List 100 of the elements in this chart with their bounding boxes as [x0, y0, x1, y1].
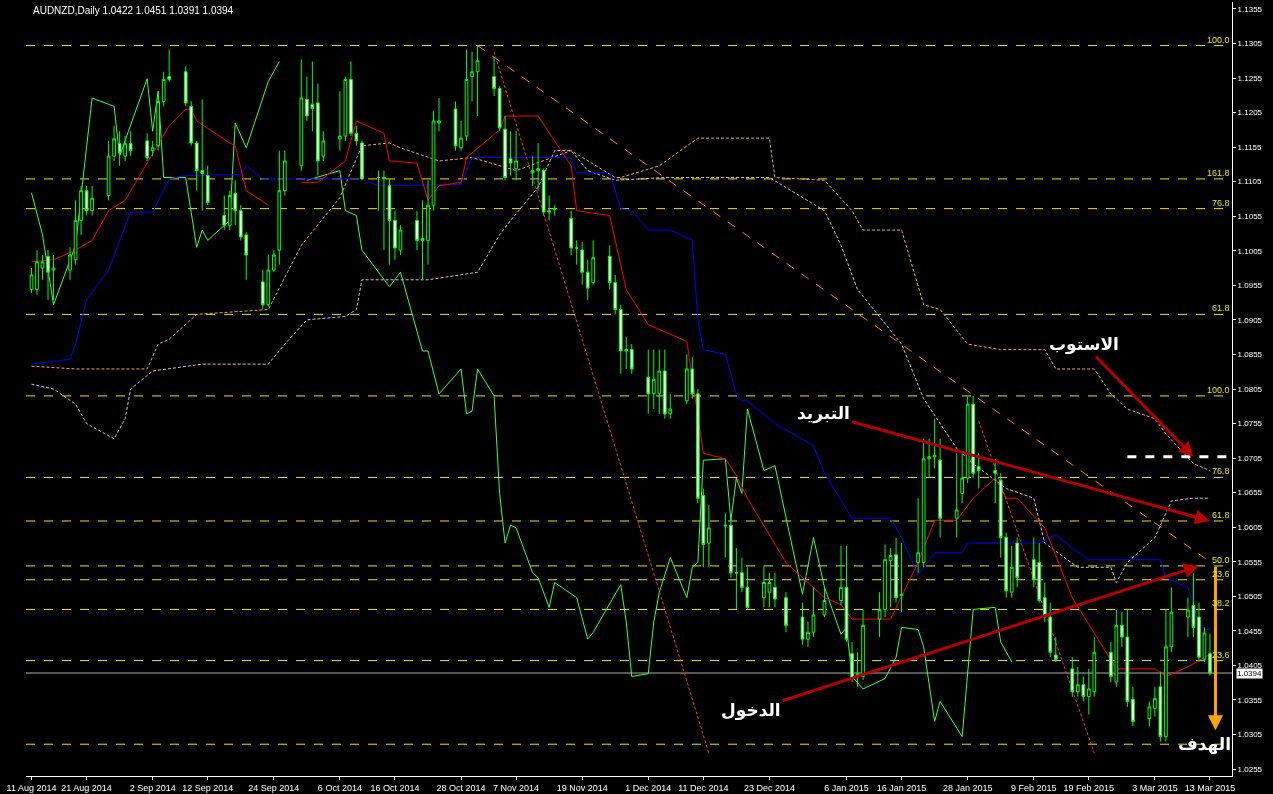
annotation: 50.0	[1212, 555, 1230, 565]
x-tick-label: 24 Sep 2014	[248, 782, 300, 793]
annotation: 100.0	[1207, 385, 1230, 395]
annotation: 61.8	[1212, 303, 1230, 313]
candlestick	[426, 179, 430, 266]
y-tick-label: 1.1005	[1237, 246, 1263, 256]
candlestick	[729, 517, 733, 579]
y-tick-label: 1.0805	[1237, 384, 1263, 394]
annotation: 76.8	[1212, 466, 1230, 476]
y-tick-label: 1.0555	[1237, 557, 1263, 567]
candlestick	[822, 586, 827, 618]
candlestick	[299, 58, 304, 172]
y-tick-label: 1.0305	[1237, 730, 1263, 740]
annotation: الدخول	[721, 700, 781, 721]
y-tick-label: 1.0255	[1237, 764, 1263, 774]
x-tick-label: 12 Sep 2014	[182, 782, 234, 793]
y-tick-label: 1.0755	[1237, 419, 1263, 429]
ref-line-label: 1.0394	[1237, 669, 1263, 678]
candlestick	[189, 101, 194, 147]
x-tick-label: 19 Feb 2015	[1063, 782, 1115, 793]
annotation: التبريد	[797, 403, 850, 424]
x-tick-label: 6 Oct 2014	[317, 782, 362, 793]
candlestick	[960, 452, 965, 504]
candlestick	[387, 178, 392, 266]
y-tick-label: 1.1055	[1237, 212, 1263, 222]
x-tick-label: 7 Nov 2014	[493, 782, 540, 793]
candlestick	[271, 249, 276, 273]
candlestick	[360, 140, 364, 181]
candlestick	[574, 239, 579, 266]
x-tick-label: 16 Oct 2014	[370, 782, 420, 793]
y-tick-label: 1.0605	[1237, 523, 1263, 533]
candlestick	[497, 85, 502, 132]
candlestick	[68, 246, 72, 281]
candlestick	[899, 542, 904, 613]
x-tick-label: 2 Sep 2014	[129, 782, 176, 793]
candlestick	[222, 195, 227, 231]
y-tick-label: 1.0655	[1237, 488, 1263, 498]
x-tick-label: 11 Dec 2014	[678, 782, 729, 793]
candlestick	[1208, 633, 1212, 676]
x-tick-label: 28 Oct 2014	[436, 782, 486, 793]
candlestick	[916, 497, 920, 574]
candlestick	[773, 572, 777, 608]
candlestick	[993, 458, 998, 504]
candlestick	[376, 170, 381, 212]
x-tick-label: 28 Jan 2015	[942, 782, 993, 793]
y-tick-label: 1.0405	[1237, 661, 1263, 671]
candlestick	[503, 115, 507, 181]
annotation: الهدف	[1178, 734, 1232, 755]
y-tick-label: 1.1305	[1237, 39, 1263, 49]
candlestick	[464, 49, 469, 142]
x-tick-label: 23 Dec 2014	[743, 782, 795, 793]
x-tick-label: 9 Feb 2015	[1010, 782, 1057, 793]
candlestick	[580, 241, 585, 286]
candlestick	[475, 45, 480, 117]
annotation: 100.0	[1207, 35, 1230, 45]
candlestick	[156, 95, 161, 152]
candlestick	[800, 602, 805, 646]
annotation: الاستوب	[1049, 334, 1119, 355]
chart-title: AUDNZD,Daily 1.0422 1.0451 1.0391 1.0394	[33, 5, 234, 16]
x-tick-label: 19 Nov 2014	[556, 782, 608, 793]
candlestick	[839, 545, 843, 606]
candlestick	[183, 65, 188, 107]
y-tick-label: 1.0905	[1237, 315, 1263, 325]
candlestick	[569, 210, 574, 256]
candlestick	[850, 641, 854, 683]
y-tick-label: 1.0705	[1237, 453, 1263, 463]
candlestick	[552, 204, 557, 217]
candlestick	[128, 130, 133, 157]
candlestick	[707, 504, 711, 568]
annotation: 161.8	[1207, 168, 1230, 178]
y-tick-label: 1.1105	[1237, 177, 1263, 187]
y-tick-label: 1.0955	[1237, 281, 1263, 291]
candlestick	[938, 438, 942, 539]
y-tick-label: 1.0355	[1237, 695, 1263, 705]
candlestick	[954, 452, 959, 539]
x-tick-label: 16 Jan 2015	[876, 782, 927, 793]
candlestick	[844, 545, 849, 643]
x-tick-label: 6 Jan 2015	[824, 782, 869, 793]
x-tick-label: 3 Mar 2015	[1132, 782, 1178, 793]
y-tick-label: 1.1155	[1237, 142, 1263, 152]
y-tick-label: 1.0855	[1237, 350, 1263, 360]
annotation: 61.8	[1212, 510, 1230, 520]
annotation: 76.8	[1212, 198, 1230, 208]
candlestick	[1070, 656, 1075, 698]
candlestick	[1053, 636, 1058, 663]
candlestick	[932, 418, 937, 469]
candlestick	[205, 165, 210, 206]
candlestick	[629, 343, 634, 375]
x-tick-label: 11 Aug 2014	[6, 782, 57, 793]
y-tick-label: 1.1255	[1237, 73, 1263, 83]
y-tick-label: 1.1205	[1237, 108, 1263, 118]
candlestick	[145, 132, 149, 162]
y-tick-label: 1.0455	[1237, 626, 1263, 636]
candlestick	[150, 140, 155, 157]
x-tick-label: 1 Dec 2014	[625, 782, 672, 793]
candlestick	[382, 170, 386, 251]
candlestick	[282, 150, 287, 196]
candlestick	[784, 591, 788, 633]
candlestick	[1147, 700, 1152, 727]
candlestick	[723, 512, 728, 559]
